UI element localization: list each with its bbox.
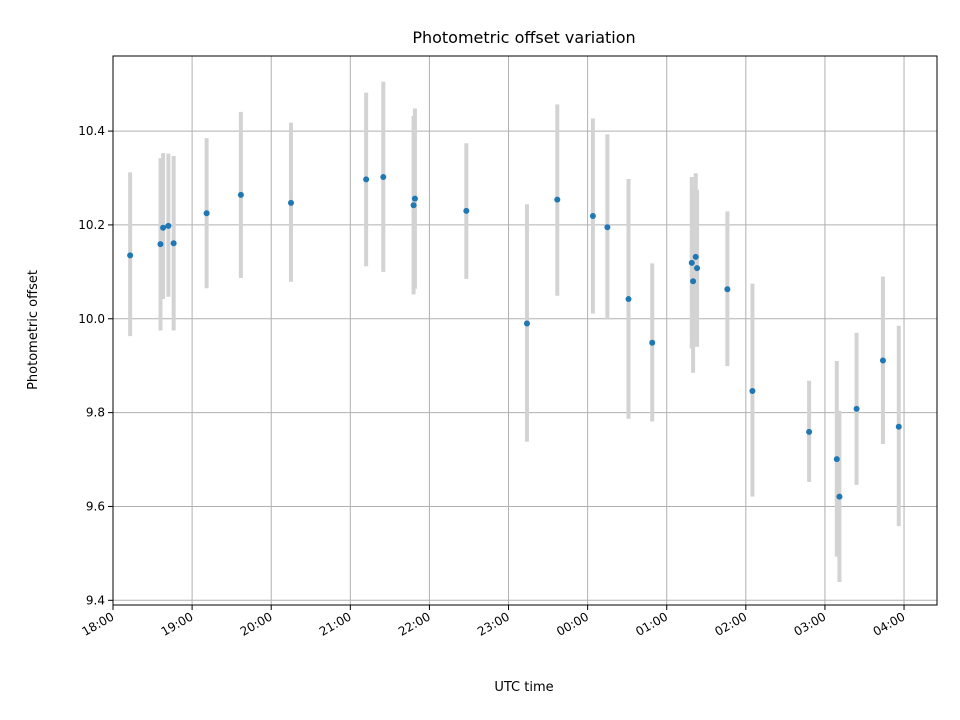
y-tick-label: 10.2 [78, 218, 105, 232]
data-point [523, 320, 530, 327]
plot-frame [112, 55, 938, 606]
data-point [649, 339, 656, 346]
y-tick-label: 9.6 [86, 499, 105, 513]
data-point [692, 253, 699, 260]
data-point [410, 202, 417, 209]
x-tick-label: 23:00 [475, 609, 512, 638]
data-point [625, 296, 632, 303]
data-point [170, 240, 177, 247]
data-point [554, 196, 561, 203]
y-tick-label: 9.8 [86, 406, 105, 420]
y-axis-label: Photometric offset [26, 270, 41, 390]
y-tick-label: 9.4 [86, 593, 105, 607]
data-point [879, 357, 886, 364]
data-point [806, 428, 813, 435]
data-point [895, 423, 902, 430]
data-point [836, 493, 843, 500]
data-point [287, 199, 294, 206]
data-point [363, 176, 370, 183]
data-point [833, 456, 840, 463]
data-point [380, 174, 387, 181]
data-point [160, 224, 167, 231]
data-point [203, 210, 210, 217]
x-axis-label: UTC time [494, 680, 553, 695]
data-point [604, 224, 611, 231]
data-point [237, 191, 244, 198]
x-axis-ticks: 18:00 19:00 20:00 21:00 22:00 23:00 00:00 01:00… [80, 605, 908, 639]
data-point [694, 265, 701, 272]
data-point [411, 195, 418, 202]
data-point [463, 207, 470, 214]
data-point [690, 278, 697, 285]
data-point [724, 286, 731, 293]
x-tick-label: 03:00 [791, 609, 828, 638]
x-tick-label: 22:00 [396, 609, 433, 638]
data-point [749, 388, 756, 395]
data-point [157, 241, 164, 248]
data-point [165, 222, 172, 229]
y-tick-label: 10.0 [78, 312, 105, 326]
x-tick-label: 19:00 [159, 609, 196, 638]
x-tick-label: 02:00 [712, 609, 749, 638]
y-tick-label: 10.4 [78, 124, 105, 138]
data-points [127, 174, 902, 500]
x-tick-label: 04:00 [871, 609, 908, 638]
x-tick-label: 20:00 [238, 609, 275, 638]
y-axis-ticks: 9.4 9.6 9.8 10.0 10.2 10.4 [78, 124, 113, 607]
data-point [127, 252, 134, 259]
chart-title: Photometric offset variation [412, 28, 635, 47]
x-tick-label: 00:00 [554, 609, 591, 638]
x-tick-label: 18:00 [80, 609, 117, 638]
data-point [589, 213, 596, 220]
error-bars [128, 81, 901, 583]
data-point [853, 405, 860, 412]
data-point [688, 259, 695, 266]
x-tick-label: 21:00 [317, 609, 354, 638]
x-tick-label: 01:00 [633, 609, 670, 638]
